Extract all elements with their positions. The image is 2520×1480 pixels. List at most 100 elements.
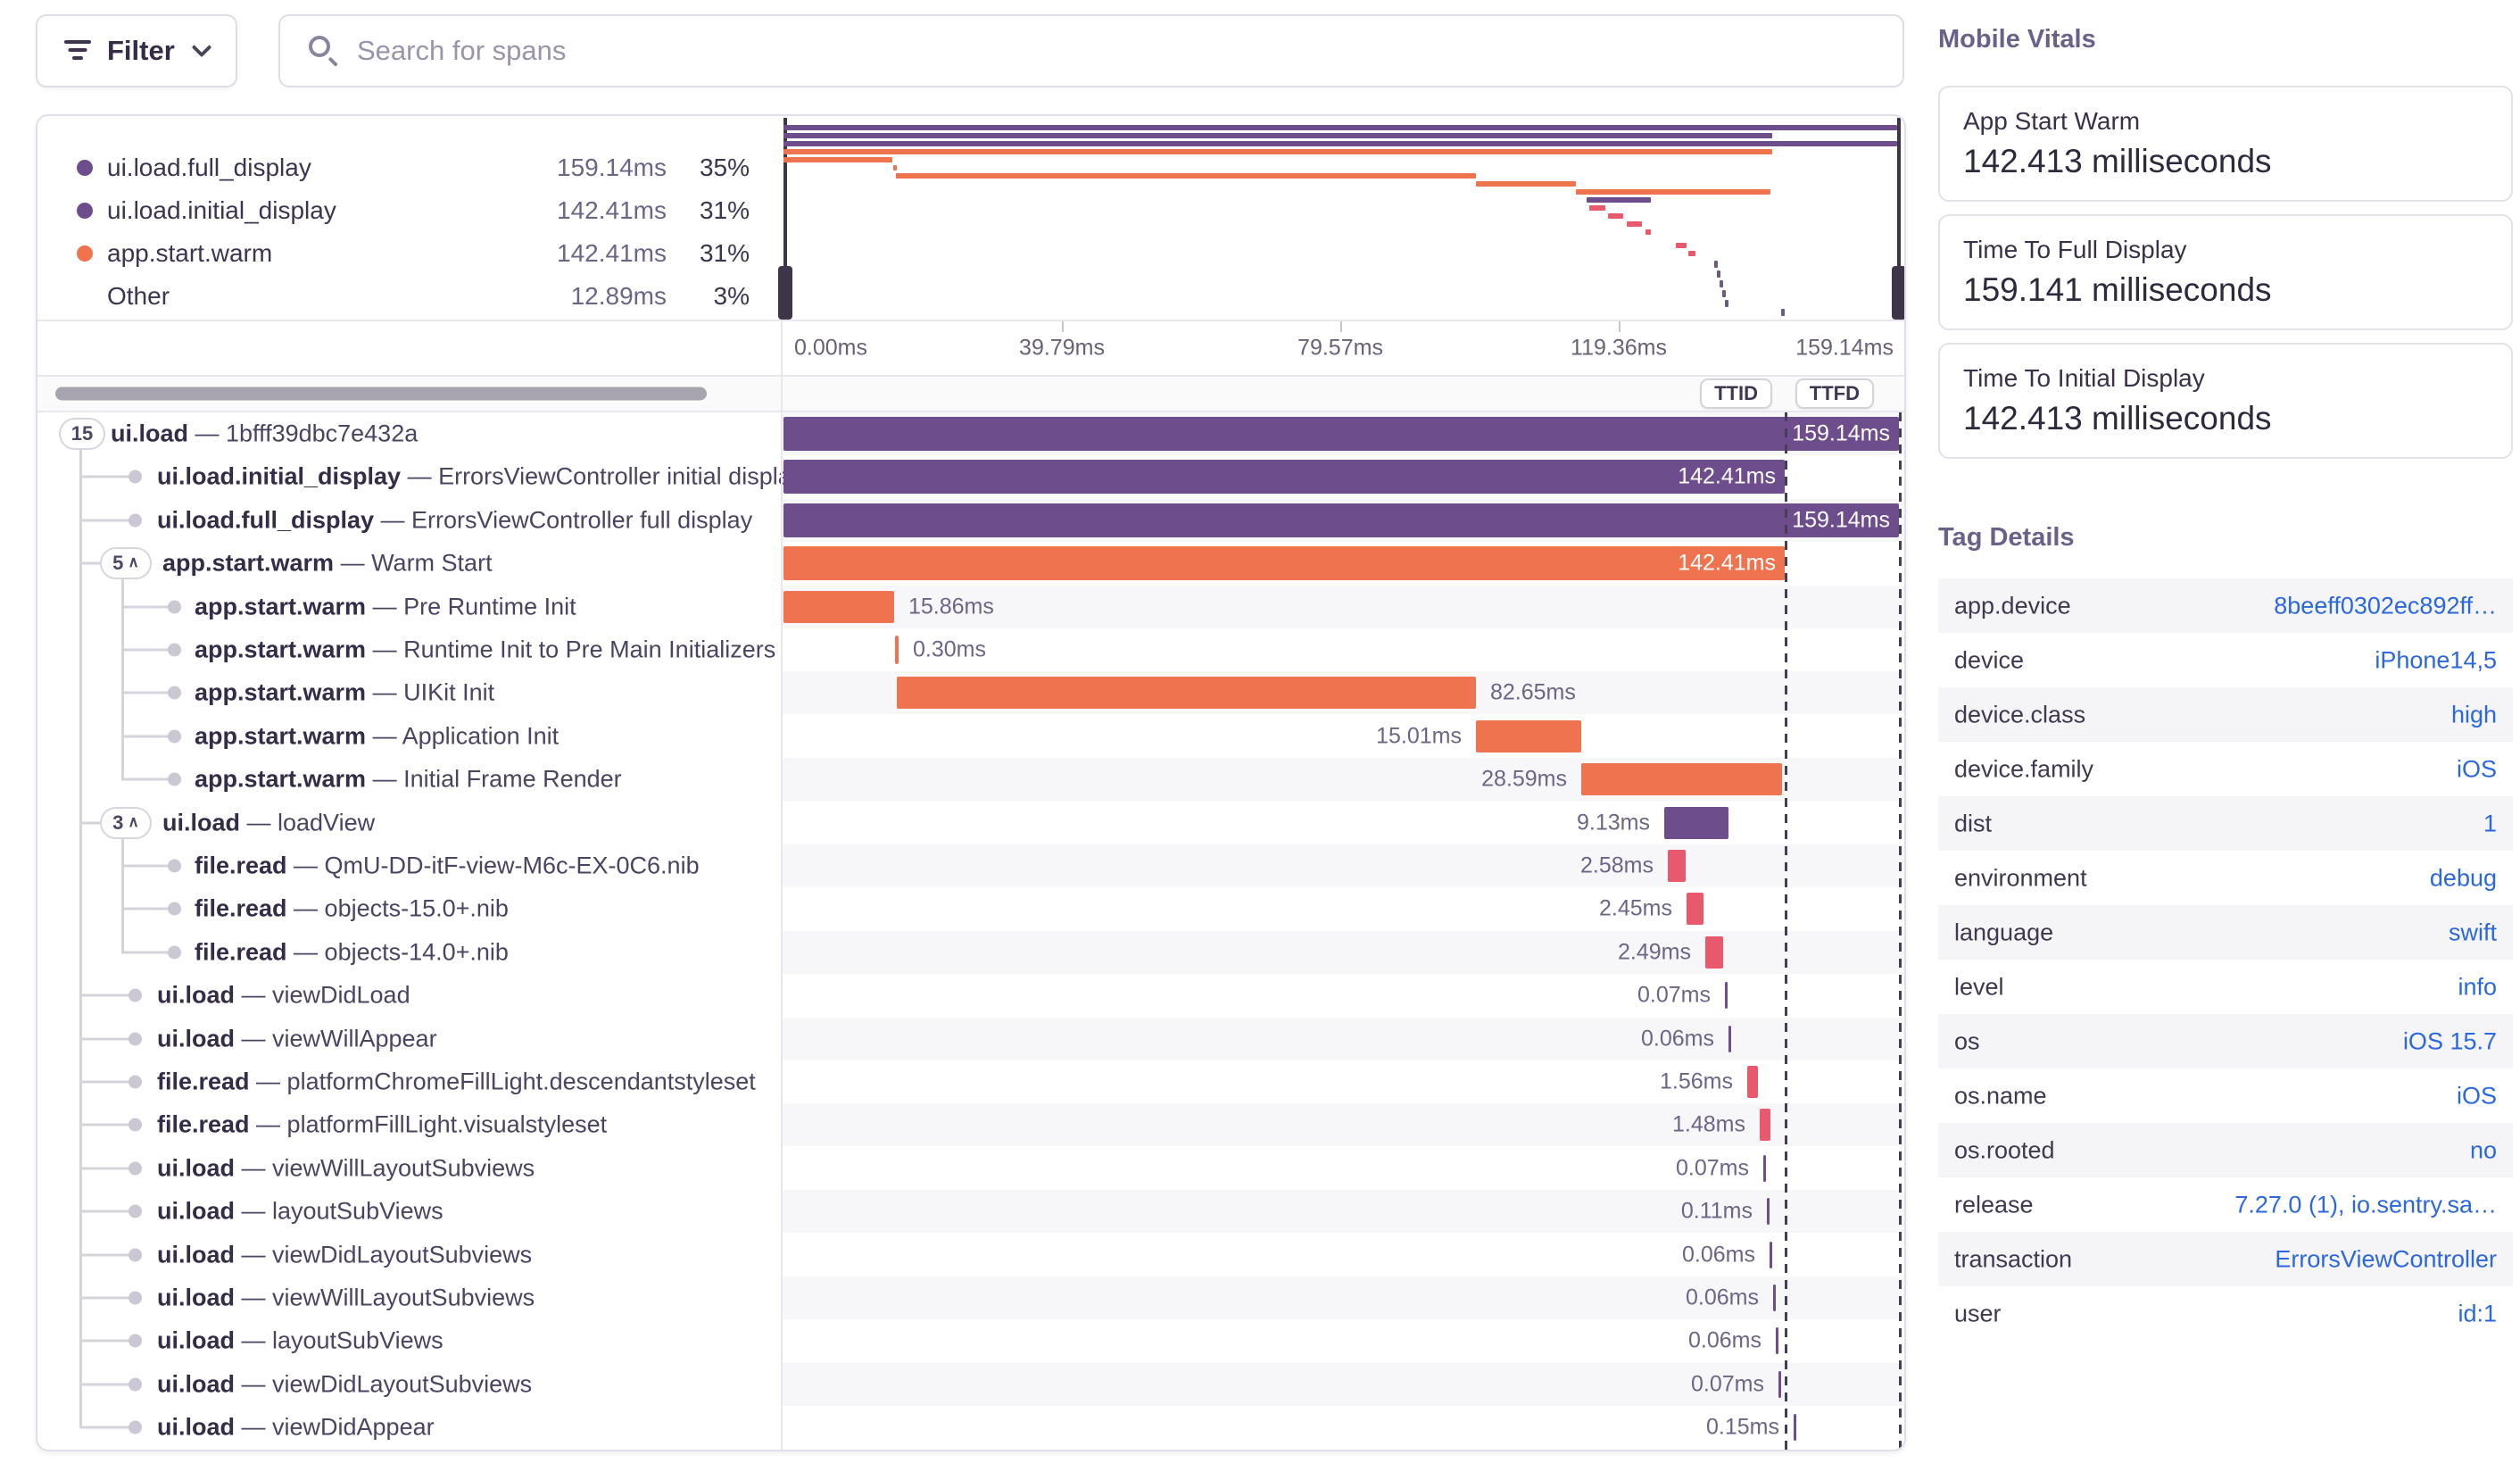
- span-duration-bar[interactable]: [1687, 893, 1703, 926]
- span-row: file.read — platformChromeFillLight.desc…: [37, 1060, 1904, 1103]
- tag-value-link[interactable]: ErrorsViewController: [2275, 1245, 2497, 1272]
- tag-row: os.name iOS: [1938, 1068, 2513, 1123]
- span-duration-bar[interactable]: 142.41ms: [783, 460, 1785, 495]
- ttid-button[interactable]: TTID: [1700, 378, 1772, 409]
- vital-card-title: App Start Warm: [1963, 107, 2141, 135]
- legend-item[interactable]: Other 12.89ms 3%: [37, 275, 781, 318]
- span-tree-label[interactable]: ui.load — loadView: [162, 809, 376, 836]
- span-duration-bar[interactable]: [1770, 1241, 1772, 1268]
- trace-minimap[interactable]: [778, 118, 1904, 320]
- tree-connector: [79, 1253, 135, 1257]
- legend-item[interactable]: app.start.warm 142.41ms 31%: [37, 232, 781, 275]
- span-tree-label[interactable]: app.start.warm — Warm Start: [162, 549, 493, 577]
- tree-node-dot: [128, 1420, 142, 1434]
- filter-button[interactable]: Filter: [36, 14, 237, 87]
- minimap-span-bar: [1587, 197, 1651, 203]
- tag-value-link[interactable]: iPhone14,5: [2375, 646, 2497, 673]
- span-tree-label[interactable]: app.start.warm — Runtime Init to Pre Mai…: [195, 636, 776, 663]
- span-tree-label[interactable]: ui.load — viewDidLayoutSubviews: [157, 1241, 533, 1268]
- tag-value-link[interactable]: no: [2469, 1136, 2497, 1163]
- span-count-badge[interactable]: 5 ∧: [100, 547, 152, 580]
- legend-item-name: ui.load.full_display: [107, 154, 311, 181]
- tag-value-link[interactable]: iOS: [2456, 755, 2497, 782]
- minimap-span-bar: [783, 149, 1772, 154]
- ttfd-button[interactable]: TTFD: [1795, 378, 1874, 409]
- minimap-right-handle[interactable]: [1897, 118, 1901, 320]
- tag-value-link[interactable]: high: [2450, 701, 2497, 728]
- span-duration-bar[interactable]: 159.14ms: [783, 503, 1899, 537]
- span-search-box[interactable]: [278, 14, 1904, 87]
- span-tree-label[interactable]: file.read — QmU-DD-itF-view-M6c-EX-0C6.n…: [195, 852, 700, 879]
- tag-value-link[interactable]: swift: [2449, 919, 2497, 945]
- span-tree-label[interactable]: file.read — objects-14.0+.nib: [195, 938, 509, 966]
- tag-value-link[interactable]: debug: [2429, 864, 2497, 891]
- span-tree-label[interactable]: ui.load — 1bfff39dbc7e432a: [111, 420, 419, 447]
- span-count-badge[interactable]: 15: [59, 418, 105, 450]
- tag-row: level info: [1938, 960, 2513, 1014]
- span-tree-label[interactable]: ui.load — viewDidLoad: [157, 981, 410, 1009]
- span-tree-label[interactable]: ui.load.full_display — ErrorsViewControl…: [157, 506, 753, 534]
- span-tree-label[interactable]: file.read — platformFillLight.visualstyl…: [157, 1110, 608, 1138]
- span-duration-bar[interactable]: [1664, 806, 1728, 839]
- row-stripe: [781, 930, 1904, 974]
- span-tree-label[interactable]: app.start.warm — Pre Runtime Init: [195, 593, 576, 620]
- minimap-right-grip[interactable]: [1892, 266, 1904, 320]
- span-tree-label[interactable]: app.start.warm — Initial Frame Render: [195, 765, 622, 793]
- tag-value-link[interactable]: 8beeff0302ec892ff…: [2274, 592, 2497, 619]
- span-tree-label[interactable]: app.start.warm — Application Init: [195, 722, 560, 750]
- tag-value-link[interactable]: iOS 15.7: [2402, 1027, 2497, 1054]
- span-tree-label[interactable]: file.read — objects-15.0+.nib: [195, 894, 509, 922]
- legend-item[interactable]: ui.load.initial_display 142.41ms 31%: [37, 189, 781, 232]
- span-count-badge[interactable]: 3 ∧: [100, 806, 152, 839]
- tag-value-link[interactable]: info: [2458, 973, 2497, 1000]
- horizontal-scrollbar[interactable]: [55, 387, 707, 401]
- search-input[interactable]: [357, 35, 1829, 67]
- span-tree-label[interactable]: ui.load.initial_display — ErrorsViewCont…: [157, 462, 804, 490]
- span-duration-bar[interactable]: [1581, 763, 1782, 796]
- span-duration-bar[interactable]: [1778, 1370, 1781, 1398]
- tag-key: level: [1954, 973, 2004, 1000]
- span-duration-bar[interactable]: [1776, 1327, 1778, 1355]
- span-tree-label[interactable]: ui.load — viewWillAppear: [157, 1025, 437, 1052]
- span-duration-label: 159.14ms: [1792, 420, 1890, 446]
- span-duration-label: 15.86ms: [908, 594, 994, 619]
- tag-value-link[interactable]: iOS: [2456, 1082, 2497, 1109]
- tag-value-link[interactable]: id:1: [2458, 1300, 2497, 1326]
- span-tree-label[interactable]: ui.load — viewDidLayoutSubviews: [157, 1370, 533, 1398]
- span-duration-bar[interactable]: [1705, 935, 1723, 969]
- span-duration-bar[interactable]: [783, 590, 894, 623]
- span-duration-bar[interactable]: [1763, 1154, 1766, 1182]
- span-tree-label[interactable]: ui.load — layoutSubViews: [157, 1326, 443, 1354]
- span-tree-label[interactable]: app.start.warm — UIKit Init: [195, 678, 495, 706]
- span-duration-bar[interactable]: [895, 636, 899, 664]
- span-tree-label[interactable]: ui.load — viewDidAppear: [157, 1413, 435, 1441]
- span-duration-label: 0.30ms: [913, 636, 986, 662]
- axis-tick-label: 79.57ms: [1297, 335, 1383, 361]
- span-duration-bar[interactable]: [1476, 719, 1581, 752]
- span-duration-bar[interactable]: 159.14ms: [783, 417, 1899, 451]
- tree-node-dot: [128, 1075, 142, 1089]
- span-tree-label[interactable]: file.read — platformChromeFillLight.desc…: [157, 1068, 756, 1095]
- span-duration-bar[interactable]: [1773, 1285, 1776, 1311]
- span-duration-bar[interactable]: [1760, 1109, 1770, 1142]
- legend-item[interactable]: ui.load.full_display 159.14ms 35%: [37, 146, 781, 189]
- tree-connector: [79, 561, 102, 565]
- axis-tick-mark: [1619, 321, 1621, 332]
- span-duration-bar[interactable]: 142.41ms: [783, 546, 1785, 581]
- minimap-left-handle[interactable]: [783, 118, 787, 320]
- span-duration-bar[interactable]: [1767, 1198, 1770, 1226]
- span-duration-bar[interactable]: [1725, 982, 1728, 1010]
- span-tree-label[interactable]: ui.load — viewWillLayoutSubviews: [157, 1154, 535, 1182]
- tag-value-link[interactable]: 7.27.0 (1), io.sentry.sa…: [2234, 1191, 2497, 1218]
- span-duration-bar[interactable]: [1794, 1414, 1796, 1442]
- span-tree-label[interactable]: ui.load — viewWillLayoutSubviews: [157, 1284, 535, 1311]
- minimap-left-grip[interactable]: [778, 266, 792, 320]
- span-duration-bar[interactable]: [1747, 1066, 1758, 1098]
- tree-node-dot: [128, 1334, 142, 1348]
- span-duration-bar[interactable]: [1668, 850, 1686, 882]
- legend-item-duration: 159.14ms: [557, 154, 667, 181]
- tag-value-link[interactable]: 1: [2483, 810, 2497, 836]
- span-duration-bar[interactable]: [897, 677, 1476, 710]
- span-duration-bar[interactable]: [1728, 1025, 1731, 1052]
- span-tree-label[interactable]: ui.load — layoutSubViews: [157, 1197, 443, 1225]
